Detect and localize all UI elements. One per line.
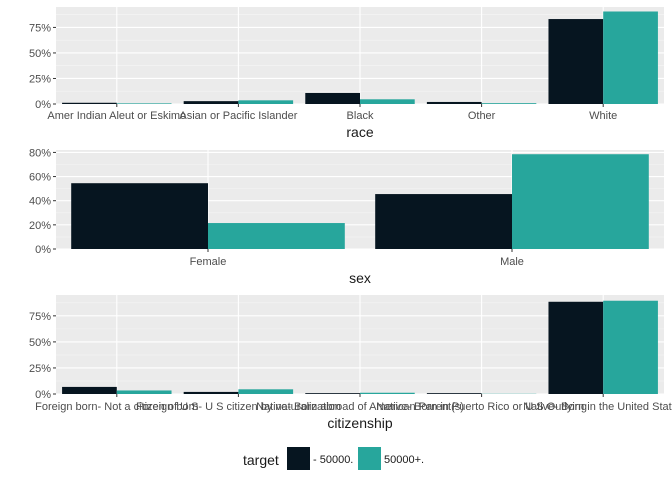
x-tick-label: Female <box>190 256 227 268</box>
y-tick-label: 0% <box>35 389 51 401</box>
y-tick-label: 60% <box>29 172 51 184</box>
bar <box>375 194 512 249</box>
bar <box>603 11 658 105</box>
x-tick-label: White <box>589 110 617 122</box>
legend-key-below-50000 <box>287 447 310 470</box>
legend: target - 50000. 50000+. <box>243 447 424 470</box>
panel-sex: 0% 20% 40% 60% 80% Female Male sex <box>29 147 664 286</box>
legend-label-below-50000: - 50000. <box>313 454 353 466</box>
bar <box>238 100 294 104</box>
bar <box>116 103 172 104</box>
bar <box>548 19 604 104</box>
bar <box>305 393 360 394</box>
x-tick-label: Native- Born in the United States <box>523 401 672 413</box>
x-tick-label: Native- Born abroad of American Parent(s… <box>256 401 464 413</box>
bar <box>360 392 415 394</box>
y-tick-label: 0% <box>35 244 51 256</box>
bar <box>62 386 117 394</box>
bar <box>603 300 658 394</box>
facet-panels: 0% 25% 50% 75% Amer Indian Aleut or EskimoAs… <box>29 7 672 431</box>
legend-key-above-50000 <box>358 447 381 470</box>
bar <box>548 301 604 394</box>
x-tick-label: Foreign born- Not a citizen of U S <box>35 401 198 413</box>
bar <box>116 390 172 394</box>
y-tick-label: 80% <box>29 147 51 159</box>
panel-race: 0% 25% 50% 75% Amer Indian Aleut or EskimoAs… <box>29 7 664 140</box>
y-tick-label: 75% <box>29 22 51 34</box>
bar <box>71 183 208 249</box>
x-tick-label: Amer Indian Aleut or Eskimo <box>47 110 186 122</box>
bar <box>305 92 360 104</box>
y-tick-label: 50% <box>29 337 51 349</box>
bar <box>62 102 117 104</box>
x-tick-label: Foreign born- U S citizen by naturalizat… <box>136 401 341 413</box>
legend-label-above-50000: 50000+. <box>384 454 424 466</box>
bar <box>183 391 239 394</box>
y-tick-label: 20% <box>29 220 51 232</box>
y-tick-label: 0% <box>35 99 51 111</box>
bar <box>208 223 345 249</box>
bar <box>512 154 649 249</box>
y-tick-label: 40% <box>29 196 51 208</box>
legend-title: target <box>243 452 279 468</box>
panel-citizenship: 0% 25% 50% 75% Foreign born- Not a citizen o… <box>29 295 672 431</box>
x-axis-title: race <box>346 124 373 140</box>
x-tick-label: Asian or Pacific Islander <box>179 110 297 122</box>
bar <box>183 101 239 104</box>
y-tick-label: 25% <box>29 363 51 375</box>
bar <box>481 103 537 104</box>
x-axis-title: citizenship <box>327 415 393 431</box>
y-tick-label: 50% <box>29 48 51 60</box>
x-tick-label: Other <box>468 110 496 122</box>
x-tick-label: Black <box>347 110 374 122</box>
bar <box>426 393 482 394</box>
y-tick-label: 25% <box>29 73 51 85</box>
bar <box>238 389 294 394</box>
bar <box>360 99 415 104</box>
bar <box>426 101 482 104</box>
y-tick-label: 75% <box>29 311 51 323</box>
x-tick-label: Male <box>500 256 524 268</box>
x-tick-label: Native- Born in Puerto Rico or U S Outly… <box>376 401 587 413</box>
x-axis-title: sex <box>349 270 371 286</box>
